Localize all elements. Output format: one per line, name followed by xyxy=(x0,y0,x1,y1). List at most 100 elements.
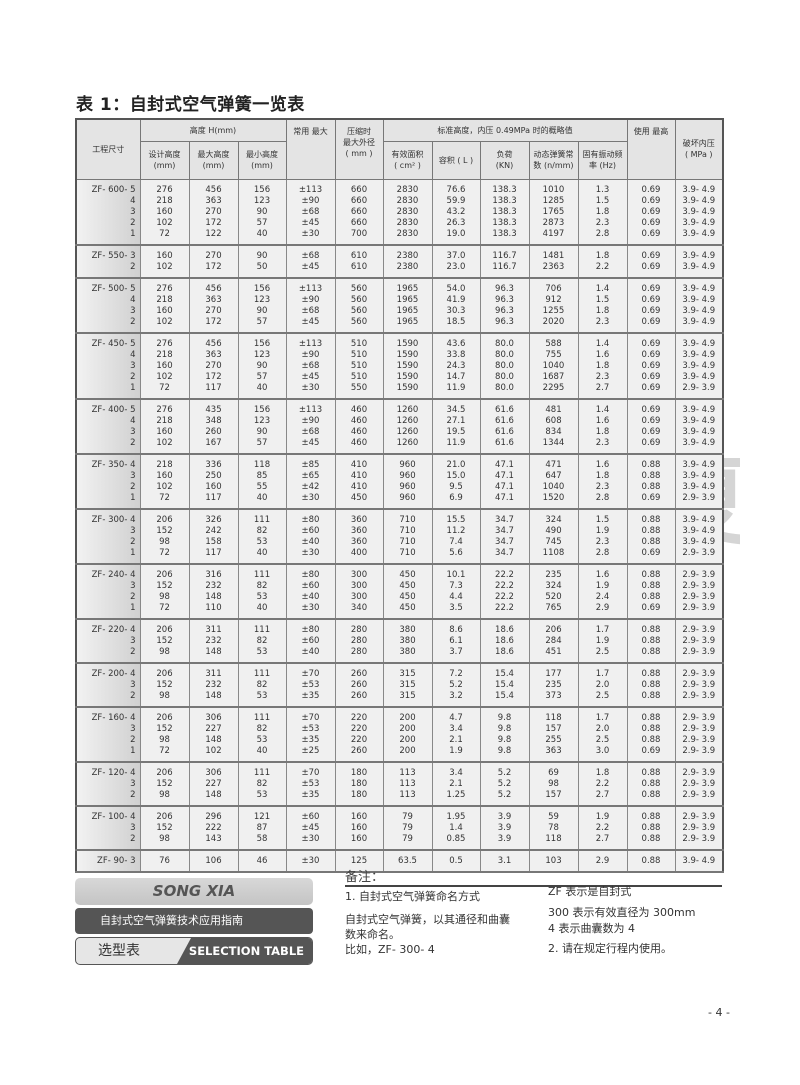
table-cell: 296 xyxy=(188,805,239,823)
table-cell: 960 xyxy=(382,453,433,471)
table-cell: 660 xyxy=(334,179,384,196)
table-cell: 510 xyxy=(334,332,384,350)
table-cell: 148 xyxy=(188,789,239,807)
table-cell: 158 xyxy=(188,536,239,548)
table-row: ZF- 120- 4 206 306 111 ±70 180 113 3.4 5.2 69 1.8 0… xyxy=(75,761,724,779)
table-cell: 0.88 xyxy=(626,536,676,548)
table-cell: 46 xyxy=(237,849,287,873)
table-cell: 481 xyxy=(528,398,579,416)
table-cell: 3.9 xyxy=(479,833,530,851)
header-height-group: 高度 H(mm) xyxy=(139,118,287,142)
table-cell: 111 xyxy=(237,618,287,636)
table-cell: 98 xyxy=(139,646,190,664)
table-cell: 72 xyxy=(139,382,190,400)
table-cell: ±40 xyxy=(285,536,336,548)
table-cell: 96.3 xyxy=(479,294,530,306)
table-cell: 102 xyxy=(139,371,190,383)
table-cell: 0.88 xyxy=(626,591,676,603)
table-cell: 363 xyxy=(528,745,579,763)
table-cell: 2.8 xyxy=(577,492,628,510)
table-cell: ±90 xyxy=(285,415,336,427)
table-cell: 121 xyxy=(237,805,287,823)
table-cell: 3.9- 4.9 xyxy=(674,332,724,350)
table-cell: 7.2 xyxy=(431,662,481,680)
table-cell: 3.9- 4.9 xyxy=(674,398,724,416)
note-item1: 1. 自封式空气弹簧命名方式 xyxy=(345,890,480,903)
model-cell: ZF- 600- 5 xyxy=(75,179,141,196)
table-cell: 336 xyxy=(188,453,239,471)
table-cell: 160 xyxy=(139,305,190,317)
table-row: 1 72 117 40 ±30 450 960 6.9 47.1 1520 2.8 0.69 2.9- … xyxy=(75,492,724,510)
table-cell: 0.69 xyxy=(626,547,676,565)
table-cell: 2.4 xyxy=(577,591,628,603)
table-cell: ±35 xyxy=(285,789,336,807)
table-cell: 15.4 xyxy=(479,690,530,708)
table-cell: 1.6 xyxy=(577,349,628,361)
table-cell: 206 xyxy=(139,618,190,636)
air-spring-table-wrap: 工程尺寸 高度 H(mm) 常用 最大 压缩时 最大外径 ( mm ) 标准高度… xyxy=(75,118,724,873)
table-cell: ±68 xyxy=(285,244,336,262)
table-cell: 3.9- 4.9 xyxy=(674,525,724,537)
model-cell: ZF- 350- 4 xyxy=(75,453,141,471)
table-cell: 2.9- 3.9 xyxy=(674,805,724,823)
table-cell: 450 xyxy=(334,492,384,510)
table-row: 3 160 250 85 ±65 410 960 15.0 47.1 647 1.8 0.88 3.9-… xyxy=(75,470,724,482)
table-cell: 3.2 xyxy=(431,690,481,708)
table-row: 3 152 232 82 ±60 300 450 7.3 22.2 324 1.9 0.88 2.9- … xyxy=(75,580,724,592)
table-cell: 218 xyxy=(139,349,190,361)
table-cell: 1590 xyxy=(382,360,433,372)
table-cell: 451 xyxy=(528,646,579,664)
table-cell: 363 xyxy=(188,294,239,306)
table-cell: 2.9- 3.9 xyxy=(674,833,724,851)
table-cell: 138.3 xyxy=(479,195,530,207)
table-cell: ±45 xyxy=(285,437,336,455)
table-cell: 260 xyxy=(334,662,384,680)
table-cell: 3.9- 4.9 xyxy=(674,426,724,438)
table-row: ZF- 240- 4 206 316 111 ±80 300 450 10.1 22.2 235 1… xyxy=(75,563,724,581)
table-cell: 270 xyxy=(188,305,239,317)
table-cell: ±45 xyxy=(285,316,336,334)
model-cell: ZF- 160- 4 xyxy=(75,706,141,724)
table-cell: 152 xyxy=(139,635,190,647)
model-cell: ZF- 100- 4 xyxy=(75,805,141,823)
table-cell: 2.9- 3.9 xyxy=(674,723,724,735)
table-cell: 0.88 xyxy=(626,481,676,493)
table-cell: 510 xyxy=(334,349,384,361)
table-cell: ±45 xyxy=(285,217,336,229)
table-cell: 98 xyxy=(139,690,190,708)
table-cell: ±35 xyxy=(285,734,336,746)
table-row: ZF- 160- 4 206 306 111 ±70 220 200 4.7 9.8 118 1.7… xyxy=(75,706,724,724)
table-cell: 57 xyxy=(237,217,287,229)
table-cell: 520 xyxy=(528,591,579,603)
table-cell: 1.6 xyxy=(577,453,628,471)
table-cell: 276 xyxy=(139,332,190,350)
table-row: 3 152 227 82 ±53 180 113 2.1 5.2 98 2.2 0.88 2.9- 3.… xyxy=(75,778,724,790)
table-cell: 2.2 xyxy=(577,822,628,834)
table-cell: 0.69 xyxy=(626,195,676,207)
table-cell: 0.69 xyxy=(626,745,676,763)
table-cell: 2830 xyxy=(382,206,433,218)
table-cell: 222 xyxy=(188,822,239,834)
table-cell: 960 xyxy=(382,492,433,510)
table-cell: 1.4 xyxy=(431,822,481,834)
table-cell: 98 xyxy=(528,778,579,790)
table-cell: 456 xyxy=(188,277,239,295)
table-cell: 2.9- 3.9 xyxy=(674,778,724,790)
table-cell: 63.5 xyxy=(382,849,433,873)
table-body: ZF- 600- 5 276 456 156 ±113 660 2830 76.6 138.3 1… xyxy=(75,179,724,873)
table-cell: 148 xyxy=(188,734,239,746)
table-cell: 1.7 xyxy=(577,706,628,724)
table-cell: 3.7 xyxy=(431,646,481,664)
table-cell: 284 xyxy=(528,635,579,647)
table-cell: 5.2 xyxy=(479,778,530,790)
table-cell: 706 xyxy=(528,277,579,295)
table-cell: 152 xyxy=(139,525,190,537)
table-row: 2 98 143 58 ±30 160 79 0.85 3.9 118 2.7 0.88 2.9- 3.… xyxy=(75,833,724,851)
table-cell: 117 xyxy=(188,492,239,510)
table-cell: ±113 xyxy=(285,332,336,350)
table-cell: 2.9- 3.9 xyxy=(674,662,724,680)
table-cell: 53 xyxy=(237,690,287,708)
table-cell: 2.9- 3.9 xyxy=(674,679,724,691)
table-cell: 912 xyxy=(528,294,579,306)
model-cell: ZF- 450- 5 xyxy=(75,332,141,350)
